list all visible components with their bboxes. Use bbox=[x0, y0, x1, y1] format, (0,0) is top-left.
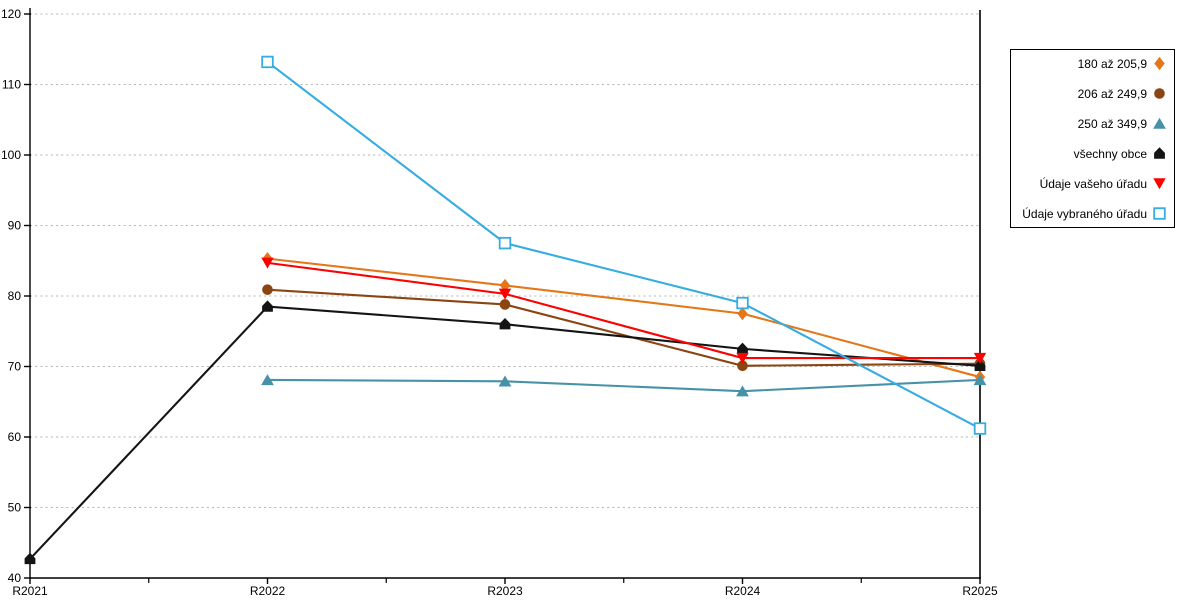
y-tick-label: 40 bbox=[8, 571, 22, 585]
pentagon-marker-icon bbox=[974, 359, 986, 371]
x-tick-label: R2021 bbox=[12, 584, 48, 598]
series-line bbox=[29, 305, 981, 560]
x-tick-label: R2024 bbox=[725, 584, 761, 598]
square-open-marker-icon bbox=[261, 55, 274, 69]
triangle-up-marker-icon bbox=[261, 374, 274, 386]
triangle-down-marker-icon bbox=[498, 288, 512, 300]
triangle-down-marker-icon bbox=[1153, 178, 1166, 190]
y-tick-label: 120 bbox=[1, 7, 21, 21]
chart-legend: 180 až 205,9 206 až 249,9 250 až 349,9 všec… bbox=[1010, 49, 1175, 228]
circle-marker-icon bbox=[1154, 88, 1165, 99]
triangle-down-marker-icon bbox=[1153, 178, 1166, 190]
triangle-down-marker-icon bbox=[736, 352, 749, 364]
square-open-marker-icon bbox=[973, 422, 987, 435]
y-tick-label: 110 bbox=[2, 78, 21, 92]
x-tick-label: R2023 bbox=[487, 584, 523, 598]
square-open-marker-icon bbox=[498, 236, 512, 250]
pentagon-marker-icon bbox=[262, 300, 273, 312]
triangle-up-marker-icon bbox=[498, 375, 512, 387]
legend-item: Údaje vašeho úřadu bbox=[1011, 176, 1174, 191]
y-tick-label: 70 bbox=[8, 360, 22, 374]
y-tick-label: 100 bbox=[1, 148, 21, 162]
square-open-marker-icon bbox=[1153, 207, 1166, 220]
diamond-marker-icon bbox=[737, 307, 748, 321]
triangle-up-marker-icon bbox=[1153, 117, 1166, 129]
series-line bbox=[267, 261, 980, 360]
legend-label: 250 až 349,9 bbox=[1077, 116, 1147, 131]
legend-label: Údaje vašeho úřadu bbox=[1039, 176, 1147, 191]
series-line bbox=[267, 378, 981, 393]
diamond-marker-icon bbox=[1154, 56, 1165, 71]
square-open-marker-icon bbox=[736, 296, 749, 310]
pentagon-marker-icon bbox=[499, 318, 511, 330]
pentagon-marker-icon bbox=[1154, 147, 1165, 159]
triangle-up-marker-icon bbox=[1153, 117, 1166, 129]
series-line bbox=[267, 257, 981, 379]
circle-marker-icon bbox=[737, 360, 748, 372]
legend-label: 206 až 249,9 bbox=[1077, 86, 1147, 101]
circle-marker-icon bbox=[1154, 88, 1165, 99]
triangle-down-marker-icon bbox=[973, 352, 987, 364]
legend-label: všechny obce bbox=[1073, 146, 1147, 161]
legend-item: 180 až 205,9 bbox=[1011, 56, 1174, 71]
square-open-marker-icon bbox=[1153, 207, 1166, 220]
legend-label: 180 až 205,9 bbox=[1077, 56, 1147, 71]
triangle-down-marker-icon bbox=[261, 257, 274, 269]
diamond-marker-icon bbox=[499, 278, 511, 293]
x-tick-label: R2022 bbox=[250, 584, 286, 598]
pentagon-marker-icon bbox=[24, 552, 36, 565]
pentagon-marker-icon bbox=[737, 342, 748, 355]
y-tick-label: 60 bbox=[8, 430, 22, 444]
circle-marker-icon bbox=[499, 299, 511, 310]
circle-marker-icon bbox=[262, 284, 273, 295]
legend-item: 250 až 349,9 bbox=[1011, 116, 1174, 131]
triangle-up-marker-icon bbox=[973, 374, 987, 386]
y-tick-label: 90 bbox=[8, 219, 22, 233]
series-line bbox=[266, 61, 981, 430]
legend-item: všechny obce bbox=[1011, 146, 1174, 161]
x-tick-label: R2025 bbox=[962, 584, 998, 598]
y-tick-label: 80 bbox=[8, 289, 22, 303]
pentagon-marker-icon bbox=[1154, 147, 1165, 159]
series-line bbox=[267, 288, 981, 367]
legend-label: Údaje vybraného úřadu bbox=[1022, 206, 1147, 221]
triangle-up-marker-icon bbox=[736, 385, 749, 397]
diamond-marker-icon bbox=[1154, 56, 1165, 71]
y-tick-label: 50 bbox=[8, 501, 22, 515]
legend-item: Údaje vybraného úřadu bbox=[1011, 206, 1174, 221]
legend-item: 206 až 249,9 bbox=[1011, 86, 1174, 101]
